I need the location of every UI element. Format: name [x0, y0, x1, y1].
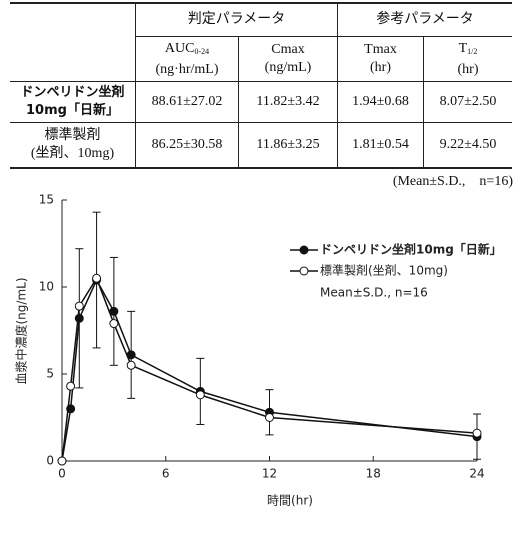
col-sub: 1/2 [467, 46, 478, 56]
x-tick-label: 0 [58, 467, 66, 481]
col-header: Tmax (hr) [337, 36, 424, 82]
row-label: 10mg「日新」 [26, 103, 119, 118]
chart: 時間(hr) 血漿中濃度(ng/mL) 0 5 10 15 0 6 12 18 24 ドンペリドン… [14, 193, 502, 508]
col-name: Tmax [364, 42, 397, 57]
col-unit: (hr) [370, 60, 391, 75]
col-header: Cmax (ng/mL) [238, 36, 338, 82]
x-axis-label: 時間(hr) [267, 494, 313, 508]
marker [195, 390, 205, 400]
group-header: 判定パラメータ [135, 2, 338, 37]
marker [109, 319, 119, 329]
marker [74, 313, 84, 323]
cell: 11.82±3.42 [238, 81, 338, 123]
row-header: 標準製剤 (坐剤、10mg) [10, 122, 136, 169]
pk-table: 判定パラメータ 参考パラメータ AUC0-24 (ng·hr/mL) Cmax (n… [10, 2, 512, 169]
col-name: Cmax [271, 42, 305, 57]
cell: 86.25±30.58 [135, 122, 239, 169]
marker [126, 360, 136, 370]
legend-note: Mean±S.D., n=16 [320, 286, 428, 300]
x-tick-label: 18 [366, 467, 381, 481]
legend-marker [299, 245, 309, 255]
row-label: (坐剤、10mg) [30, 146, 115, 161]
y-tick-label: 10 [39, 280, 54, 294]
col-header: T1/2 (hr) [423, 36, 512, 82]
col-header: AUC0-24 (ng·hr/mL) [135, 36, 239, 82]
cell: 8.07±2.50 [423, 81, 512, 123]
legend-label: 標準製剤(坐剤、10mg) [320, 263, 448, 278]
row-label: ドンペリドン坐剤 [20, 85, 125, 100]
cell: 9.22±4.50 [423, 122, 512, 169]
marker [92, 273, 102, 283]
legend-marker [299, 266, 309, 276]
cell: 11.86±3.25 [238, 122, 338, 169]
marker [57, 456, 67, 466]
cell: 1.81±0.54 [337, 122, 424, 169]
y-axis-label: 血漿中濃度(ng/mL) [14, 277, 29, 384]
y-tick-label: 0 [46, 454, 54, 468]
row-label: 標準製剤 [44, 128, 101, 143]
y-tick-label: 5 [46, 367, 54, 381]
col-unit: (ng·hr/mL) [155, 61, 219, 77]
corner [10, 2, 136, 82]
x-tick-label: 6 [162, 467, 170, 481]
col-unit: (hr) [457, 61, 479, 77]
row-header: ドンペリドン坐剤 10mg「日新」 [10, 81, 136, 123]
marker [472, 428, 482, 438]
y-tick-label: 15 [39, 193, 54, 207]
cell: 1.94±0.68 [337, 81, 424, 123]
marker [66, 381, 76, 391]
marker [126, 350, 136, 360]
table-note: (Mean±S.D., n=16) [392, 174, 513, 189]
group-header: 参考パラメータ [337, 2, 512, 37]
col-unit: (ng/mL) [264, 60, 312, 75]
marker [66, 404, 76, 414]
col-name: T [458, 40, 468, 56]
legend-label: ドンペリドン坐剤10mg「日新」 [320, 242, 502, 257]
cell: 88.61±27.02 [135, 81, 239, 123]
col-name: AUC [164, 40, 195, 56]
marker [109, 306, 119, 316]
x-tick-label: 12 [262, 467, 277, 481]
marker [265, 413, 274, 422]
x-tick-label: 24 [469, 467, 484, 481]
marker [74, 301, 84, 311]
col-sub: 0-24 [194, 46, 210, 56]
